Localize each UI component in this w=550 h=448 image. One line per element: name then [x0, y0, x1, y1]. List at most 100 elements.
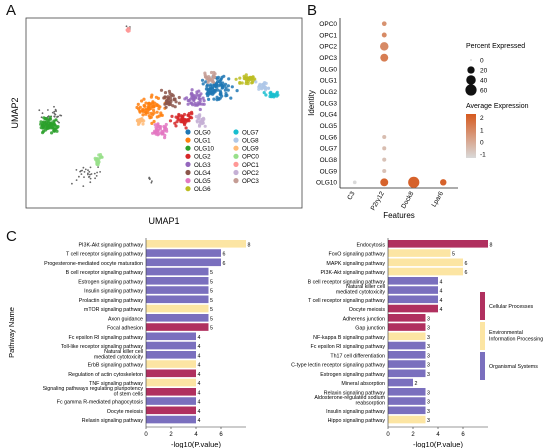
bar-value-label: 3: [427, 390, 430, 396]
bar: [388, 295, 438, 304]
umap-point-olg0: [216, 88, 220, 92]
bar-value-label: 3: [427, 372, 430, 378]
bar-category-label: T cell receptor signaling pathway: [66, 252, 143, 258]
umap-point-outlier: [83, 176, 85, 179]
bar-category-label: PI3K-Akt signaling pathway: [79, 242, 144, 248]
umap-legend-label-olg7: OLG7: [242, 129, 259, 136]
umap-point-olg8: [257, 84, 262, 88]
bar-category-label: Progesterone-mediated oocyte maturation: [44, 261, 143, 267]
umap-point-olg8: [266, 86, 271, 90]
umap-point-olg6: [244, 73, 248, 77]
umap-point-olg6: [240, 81, 244, 85]
umap-point-opc3: [210, 79, 214, 83]
umap-point-olg4: [168, 91, 172, 96]
legend-swatch-e: [480, 322, 485, 350]
bar-value-label: 4: [198, 400, 201, 406]
umap-point-olg1: [141, 113, 145, 117]
dot-mark-dock8-olg10: [408, 176, 420, 188]
umap-legend-swatch-opc0: [233, 153, 239, 159]
umap-point-olg3: [190, 101, 194, 105]
dot-mark-lpar6-olg10: [440, 179, 447, 186]
umap-point-olg0: [221, 81, 225, 85]
umap-point-olg4: [177, 101, 181, 105]
umap-legend-label-opc2: OPC2: [242, 170, 259, 177]
bar-category-label: B cell receptor signaling pathway: [308, 279, 386, 285]
umap-point-olg2: [173, 121, 177, 125]
bar: [146, 295, 209, 304]
umap-point-olg1: [151, 113, 155, 117]
umap-legend-swatch-olg2: [185, 153, 191, 159]
umap-point-olg5: [151, 131, 155, 135]
umap-point-olg0: [205, 84, 209, 88]
bar-category-label: ErbB signaling pathway: [88, 363, 144, 369]
umap-point-olg5: [163, 136, 167, 140]
bar-category-label: MAPK signaling pathway: [326, 261, 385, 267]
dot-mark-p2ry12-opc1: [381, 32, 387, 38]
umap-point-olg1: [151, 101, 155, 105]
bar-value-label: 2: [415, 381, 418, 387]
dot-y-tick-label: OPC2: [319, 44, 337, 51]
bar: [146, 240, 246, 248]
umap-point-outlier: [84, 168, 87, 171]
bar-value-label: 6: [223, 252, 226, 258]
umap-point-olg0: [206, 89, 210, 93]
umap-point-olg6: [238, 76, 242, 80]
bar: [388, 314, 426, 322]
bar: [388, 304, 438, 313]
umap-legend-label-olg3: OLG3: [194, 162, 211, 169]
size-legend-label: 20: [480, 67, 488, 74]
umap-point-outlier: [80, 173, 83, 176]
umap-point-olg1: [148, 116, 152, 120]
bar-category-label: mediated cytotoxicity: [94, 354, 144, 360]
umap-legend-label-opc1: OPC1: [242, 162, 259, 169]
panel-b-letter: B: [307, 2, 318, 19]
umap-point-olg0: [216, 75, 220, 79]
umap-point-olg1: [144, 101, 148, 105]
dot-x-tick-label: C3: [346, 190, 356, 201]
legend-label: Environmental: [489, 330, 523, 336]
umap-point-outlier: [148, 176, 151, 179]
umap-point-outlier: [93, 172, 96, 175]
umap-point-olg1: [157, 114, 161, 118]
umap-point-olg2: [182, 112, 187, 117]
umap-point-outlier: [87, 172, 89, 175]
dot-xlabel: Features: [383, 211, 415, 220]
umap-point-outlier: [89, 173, 91, 176]
bar: [146, 341, 196, 350]
bar-category-label: Estrogen signaling pathway: [320, 372, 385, 378]
umap-point-olg5: [156, 133, 160, 137]
umap-legend-swatch-olg10: [185, 145, 191, 151]
umap-point-olg1: [154, 95, 158, 99]
umap-point-outlier: [94, 177, 96, 180]
umap-point-outlier: [125, 25, 128, 28]
umap-point-outlier: [55, 110, 57, 112]
umap-point-olg10: [47, 120, 51, 124]
umap-point-outlier: [53, 110, 56, 113]
bar-x-tick-label: 4: [436, 432, 440, 438]
bar-value-label: 5: [210, 289, 213, 295]
umap-point-olg0: [230, 85, 234, 89]
bar: [146, 360, 196, 368]
umap-point-olg10: [44, 120, 48, 124]
umap-point-olg1: [148, 102, 152, 106]
umap-point-olg2: [174, 124, 178, 128]
bar-category-label: T cell receptor signaling pathway: [308, 298, 385, 304]
umap-point-olg3: [195, 103, 199, 107]
umap-point-olg2: [170, 114, 174, 118]
bar-value-label: 3: [427, 400, 430, 406]
bar-category-label: Fc gamma R-mediated phagocytosis: [57, 400, 144, 406]
umap-point-outlier: [82, 185, 85, 188]
umap-point-olg3: [186, 102, 190, 106]
umap-legend-swatch-olg8: [233, 137, 239, 143]
umap-point-olg1: [135, 105, 139, 110]
umap-point-olg2: [180, 115, 185, 119]
bar-x-tick-label: 2: [169, 432, 173, 438]
umap-point-olg0: [200, 78, 205, 82]
umap-point-olg10: [39, 120, 43, 124]
umap-frame: [25, 17, 303, 209]
umap-point-olg5: [154, 128, 158, 132]
bar: [388, 240, 488, 248]
dot-mark-p2ry12-opc2: [380, 42, 389, 51]
umap-point-olg6: [248, 75, 252, 79]
